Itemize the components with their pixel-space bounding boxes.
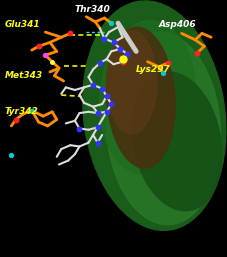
Text: Asp406: Asp406 <box>159 20 197 29</box>
Ellipse shape <box>106 27 175 168</box>
Ellipse shape <box>107 31 157 134</box>
Text: Met343: Met343 <box>5 71 43 80</box>
Text: Tyr342: Tyr342 <box>5 107 38 116</box>
Ellipse shape <box>106 32 220 225</box>
Text: Lys297: Lys297 <box>136 65 171 74</box>
Ellipse shape <box>100 21 195 175</box>
Ellipse shape <box>83 1 226 230</box>
Text: Glu341: Glu341 <box>5 20 40 29</box>
Ellipse shape <box>132 72 222 211</box>
Text: Thr340: Thr340 <box>75 5 111 14</box>
